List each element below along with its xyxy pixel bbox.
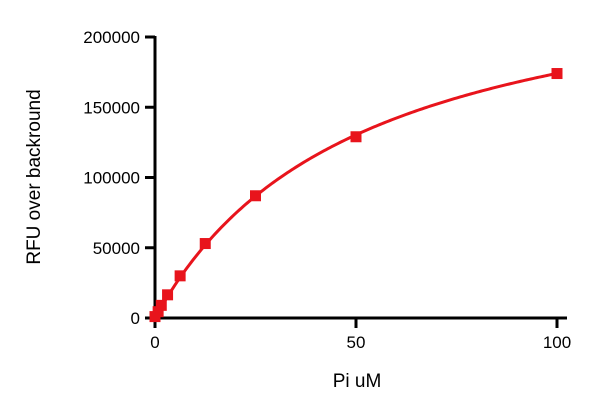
x-tick-label: 50 [347, 333, 366, 352]
y-tick-label: 0 [131, 309, 140, 328]
axes: 0 50000 100000 150000 200000 0 50 100 [83, 28, 571, 352]
x-axis-title: Pi uM [333, 371, 382, 392]
data-point [174, 270, 186, 282]
data-point [551, 68, 563, 80]
y-axis-title: RFU over backround [24, 89, 45, 264]
data-point [250, 190, 261, 202]
fit-curve-layer [153, 71, 558, 319]
y-tick-label: 200000 [83, 28, 140, 47]
data-point [350, 131, 362, 143]
x-tick-label: 100 [543, 333, 571, 352]
y-tick-label: 50000 [93, 239, 140, 258]
data-point [152, 306, 164, 318]
y-tick-label: 100000 [83, 169, 140, 188]
data-points-layer [149, 68, 563, 323]
fit-curve [153, 71, 558, 319]
x-tick-label: 0 [150, 333, 159, 352]
y-tick-label: 150000 [83, 98, 140, 117]
data-point [162, 289, 174, 301]
data-point [155, 299, 167, 311]
data-point [199, 238, 211, 250]
